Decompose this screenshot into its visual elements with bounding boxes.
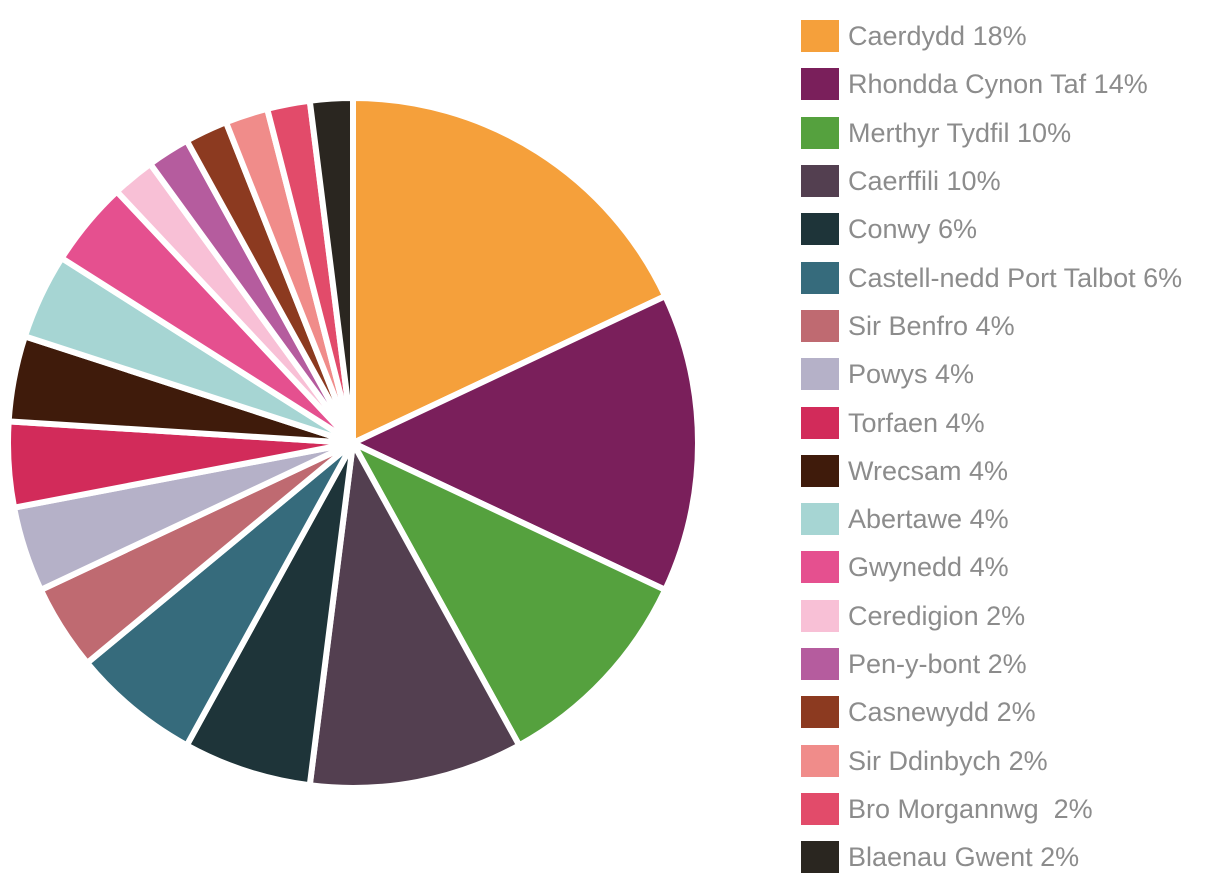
legend-label: Blaenau Gwent 2% <box>848 842 1080 873</box>
legend-label: Powys 4% <box>848 359 975 390</box>
legend-label: Abertawe 4% <box>848 504 1009 535</box>
legend-swatch <box>801 648 839 680</box>
legend-item: Sir Benfro 4% <box>801 302 1220 350</box>
legend-item: Gwynedd 4% <box>801 543 1220 591</box>
legend-swatch <box>801 213 839 246</box>
legend-swatch <box>801 744 839 777</box>
legend-swatch <box>801 116 839 149</box>
legend-label: Castell-nedd Port Talbot 6% <box>848 262 1183 293</box>
legend-item: Blaenau Gwent 2% <box>801 833 1220 881</box>
legend-item: Rhondda Cynon Taf 14% <box>801 60 1220 108</box>
legend-item: Caerdydd 18% <box>801 12 1220 60</box>
legend-item: Bro Morgannwg 2% <box>801 785 1220 833</box>
legend-swatch <box>801 696 839 729</box>
legend-swatch <box>801 792 839 825</box>
legend-swatch <box>801 68 839 101</box>
legend-item: Castell-nedd Port Talbot 6% <box>801 253 1220 301</box>
legend-swatch <box>801 454 839 487</box>
chart-legend: Caerdydd 18% Rhondda Cynon Taf 14% Merthyr… <box>801 12 1220 881</box>
legend-swatch <box>801 503 839 536</box>
legend-item: Torfaen 4% <box>801 398 1220 446</box>
legend-item: Caerffili 10% <box>801 157 1220 205</box>
pie-chart <box>8 95 702 792</box>
legend-swatch <box>801 358 839 391</box>
legend-item: Merthyr Tydfil 10% <box>801 109 1220 157</box>
legend-item: Wrecsam 4% <box>801 447 1220 495</box>
legend-label: Bro Morgannwg 2% <box>848 793 1093 824</box>
legend-label: Caerffili 10% <box>848 166 1001 197</box>
legend-label: Pen-y-bont 2% <box>848 649 1027 679</box>
legend-swatch <box>801 165 839 198</box>
legend-item: Pen-y-bont 2% <box>801 640 1220 688</box>
legend-label: Wrecsam 4% <box>848 455 1009 486</box>
legend-swatch <box>801 841 839 874</box>
legend-swatch <box>801 261 839 294</box>
legend-item: Powys 4% <box>801 350 1220 398</box>
legend-label: Sir Ddinbych 2% <box>848 745 1048 776</box>
legend-swatch <box>801 309 839 342</box>
pie-slice-caerdydd-18 <box>350 95 669 446</box>
legend-swatch <box>801 599 839 632</box>
legend-label: Ceredigion 2% <box>848 600 1026 631</box>
legend-item: Conwy 6% <box>801 205 1220 253</box>
legend-item: Ceredigion 2% <box>801 592 1220 640</box>
legend-label: Casnewydd 2% <box>848 697 1036 728</box>
legend-item: Casnewydd 2% <box>801 688 1220 736</box>
legend-label: Merthyr Tydfil 10% <box>848 117 1072 148</box>
legend-swatch <box>801 406 839 439</box>
legend-label: Sir Benfro 4% <box>848 310 1015 341</box>
pie-slice-merthyr-tydfil-10 <box>350 440 669 749</box>
pie-slice-blaenau-gwent-2 <box>306 95 356 446</box>
legend-label: Conwy 6% <box>848 214 978 245</box>
legend-item: Sir Ddinbych 2% <box>801 736 1220 784</box>
legend-label: Rhondda Cynon Taf 14% <box>848 69 1148 100</box>
legend-swatch <box>801 551 839 584</box>
legend-swatch <box>801 20 839 53</box>
legend-label: Gwynedd 4% <box>848 552 1009 583</box>
legend-label: Torfaen 4% <box>848 407 985 438</box>
legend-item: Abertawe 4% <box>801 495 1220 543</box>
pie-slice-rhondda-cynon-taf-14 <box>350 293 702 593</box>
pie-slice-caerffili-10 <box>306 440 523 792</box>
legend-label: Caerdydd 18% <box>848 21 1027 52</box>
